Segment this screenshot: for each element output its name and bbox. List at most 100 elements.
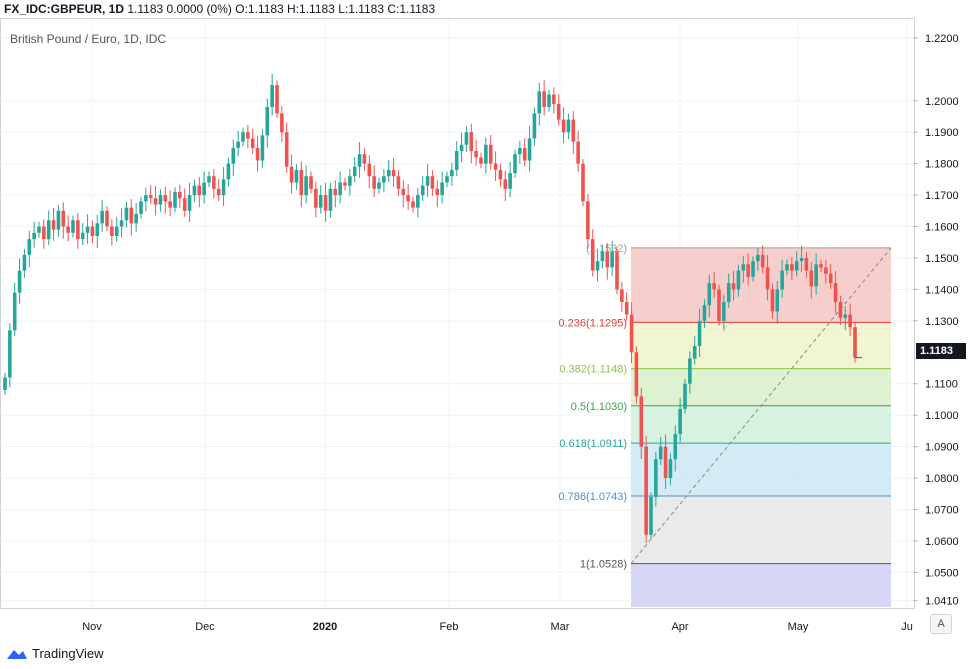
candle-body (828, 273, 833, 284)
candle-body (581, 163, 585, 202)
candle-body (639, 396, 644, 447)
candle-body (484, 144, 488, 164)
candle-body (246, 132, 250, 139)
candle-body (532, 113, 537, 139)
candle-body (377, 182, 381, 189)
candle-body (80, 232, 85, 240)
candle-body (284, 132, 289, 167)
candle-body (658, 446, 663, 460)
candle-body (382, 176, 386, 183)
candle-body (8, 330, 12, 378)
candle-body (158, 195, 163, 205)
candle-body (624, 301, 629, 315)
last-price-tag: 1.1183 (916, 343, 966, 359)
candle-body (294, 169, 299, 183)
candle-body (114, 226, 119, 236)
candle-body (212, 176, 216, 189)
candle-body (348, 176, 352, 186)
candle-body (362, 154, 367, 164)
y-tick-label: 1.0900 (925, 442, 959, 454)
candle-body (391, 169, 396, 177)
candle-body (717, 289, 721, 321)
candle-body (202, 182, 206, 196)
candle-body (396, 176, 401, 189)
candle-body (328, 188, 333, 211)
candle-body (518, 147, 522, 155)
candle-body (445, 176, 449, 183)
candle-body (71, 220, 75, 233)
candle-body (697, 320, 702, 347)
candle-body (236, 141, 240, 148)
candle-body (794, 261, 799, 271)
candle-body (46, 220, 51, 240)
candle-body (85, 226, 90, 233)
candle-body (799, 257, 804, 262)
candle-body (178, 191, 182, 199)
candle-body (513, 154, 517, 174)
candle-body (726, 283, 731, 302)
x-tick-label: Apr (671, 621, 688, 633)
candle-body (600, 251, 605, 262)
candle-body (809, 270, 814, 287)
candle-body (464, 132, 469, 145)
candle-body (265, 107, 270, 136)
candle-body (411, 201, 415, 208)
y-tick-label: 1.2000 (925, 96, 959, 108)
fib-zone (631, 563, 891, 607)
symbol-label: FX_IDC:GBPEUR, 1D (4, 2, 125, 16)
candle-body (493, 163, 498, 170)
fib-zone (631, 496, 891, 564)
ohlc-readout: 1.1183 0.0000 (0%) O:1.1183 H:1.1183 L:1… (127, 2, 436, 16)
y-tick-label: 1.1500 (925, 253, 959, 265)
x-tick-label: 2020 (313, 621, 337, 633)
candle-body (435, 188, 440, 196)
candle-body (51, 220, 56, 230)
candle-body (37, 226, 41, 233)
tradingview-brand[interactable]: TradingView (6, 646, 104, 661)
y-tick-label: 1.1300 (925, 316, 959, 328)
candle-body (498, 169, 503, 180)
candle-body (503, 179, 508, 189)
candle-body (469, 132, 474, 152)
candle-body (488, 144, 493, 164)
candle-body (153, 198, 158, 205)
candle-body (216, 188, 221, 196)
candle-body (105, 210, 109, 227)
candle-body (318, 195, 323, 208)
y-tick-label: 1.0700 (925, 505, 959, 517)
candle-body (479, 157, 483, 164)
y-tick-label: 1.1100 (925, 379, 958, 391)
candle-body (17, 270, 22, 293)
candle-body (741, 264, 746, 271)
auto-scale-button[interactable]: A (930, 614, 952, 634)
candle-body (139, 201, 143, 214)
tradingview-logo-icon (7, 649, 27, 659)
y-tick-label: 1.0600 (925, 536, 959, 548)
candle-body (343, 182, 347, 186)
chart-title: British Pound / Euro, 1D, IDC (10, 32, 167, 46)
candle-body (425, 176, 430, 186)
y-tick-label: 1.0410 (925, 596, 959, 608)
candle-body (547, 94, 551, 108)
fib-zone (631, 368, 891, 406)
y-tick-label: 1.1800 (925, 159, 959, 171)
candle-body (275, 85, 279, 114)
y-tick-label: 1.1400 (925, 284, 959, 296)
candle-body (416, 195, 420, 208)
candle-body (61, 210, 66, 227)
candle-body (144, 195, 148, 202)
candle-body (853, 327, 857, 358)
symbol-header: FX_IDC:GBPEUR, 1D 1.1183 0.0000 (0%) O:1… (4, 2, 435, 16)
candle-body (736, 270, 741, 290)
candle-body (454, 151, 459, 170)
candle-body (615, 251, 619, 290)
candle-body (595, 261, 600, 271)
candle-body (751, 261, 755, 277)
candle-body (819, 264, 823, 268)
candle-body (168, 201, 172, 208)
candle-body (241, 132, 245, 142)
candle-body (56, 210, 61, 230)
candle-body (357, 154, 362, 167)
candle-body (556, 103, 561, 120)
